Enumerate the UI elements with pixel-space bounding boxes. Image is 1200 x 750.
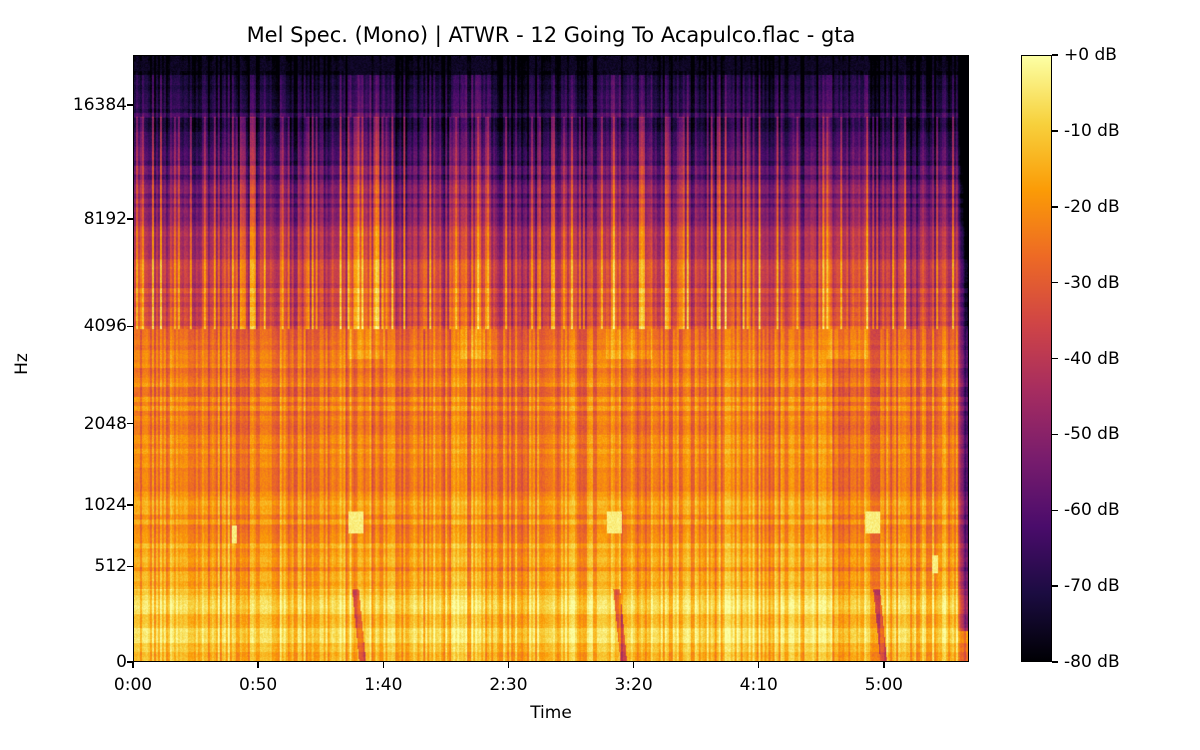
x-tick-mark <box>507 662 510 668</box>
y-tick-label: 1024 <box>83 494 127 515</box>
colorbar-tick-mark <box>1052 54 1058 56</box>
x-tick-label: 5:00 <box>864 675 903 695</box>
y-tick-mark <box>127 661 133 663</box>
colorbar-tick-label: +0 dB <box>1064 45 1117 65</box>
colorbar-tick-mark <box>1052 433 1058 436</box>
y-tick-mark <box>127 565 133 568</box>
spectrogram-plot-area <box>133 55 969 662</box>
spectrogram-heatmap <box>134 56 968 661</box>
x-axis-label: Time <box>530 703 572 723</box>
y-tick-label: 0 <box>116 652 127 672</box>
x-tick-label: 2:30 <box>489 675 528 695</box>
y-tick-mark <box>127 422 133 425</box>
x-tick-mark <box>757 662 760 668</box>
y-tick-mark <box>127 104 133 106</box>
x-tick-mark <box>382 662 385 668</box>
y-tick-mark <box>127 325 133 328</box>
colorbar-tick-label: -10 dB <box>1064 120 1120 141</box>
chart-title: Mel Spec. (Mono) | ATWR - 12 Going To Ac… <box>246 23 856 47</box>
colorbar-tick-label: -60 dB <box>1064 500 1120 521</box>
x-tick-mark <box>632 662 635 668</box>
colorbar <box>1021 55 1052 662</box>
x-tick-mark <box>883 662 885 668</box>
y-tick-label: 2048 <box>83 413 127 434</box>
x-tick-label: 3:20 <box>614 675 653 695</box>
colorbar-tick-mark <box>1052 585 1058 587</box>
colorbar-tick-label: -50 dB <box>1064 424 1120 445</box>
y-tick-mark <box>127 504 133 506</box>
colorbar-tick-mark <box>1052 509 1058 511</box>
y-tick-label: 4096 <box>83 316 127 337</box>
colorbar-tick-mark <box>1052 130 1058 132</box>
colorbar-tick-mark <box>1052 661 1058 663</box>
x-tick-label: 4:10 <box>739 675 778 695</box>
x-tick-label: 0:50 <box>239 675 278 695</box>
colorbar-tick-label: -40 dB <box>1064 348 1120 369</box>
colorbar-tick-mark <box>1052 281 1058 284</box>
colorbar-tick-label: -20 dB <box>1064 196 1120 217</box>
colorbar-tick-mark <box>1052 206 1058 208</box>
x-tick-mark <box>132 662 134 668</box>
x-tick-mark <box>257 662 259 668</box>
colorbar-tick-label: -80 dB <box>1064 652 1120 672</box>
y-tick-label: 512 <box>94 556 127 577</box>
y-tick-label: 16384 <box>72 94 127 115</box>
x-tick-label: 1:40 <box>364 675 403 695</box>
y-tick-label: 8192 <box>83 208 127 229</box>
colorbar-tick-label: -30 dB <box>1064 272 1120 293</box>
colorbar-tick-mark <box>1052 357 1058 360</box>
colorbar-tick-label: -70 dB <box>1064 576 1120 597</box>
x-tick-label: 0:00 <box>113 675 153 695</box>
y-tick-mark <box>127 218 133 220</box>
y-axis-label: Hz <box>12 353 32 375</box>
